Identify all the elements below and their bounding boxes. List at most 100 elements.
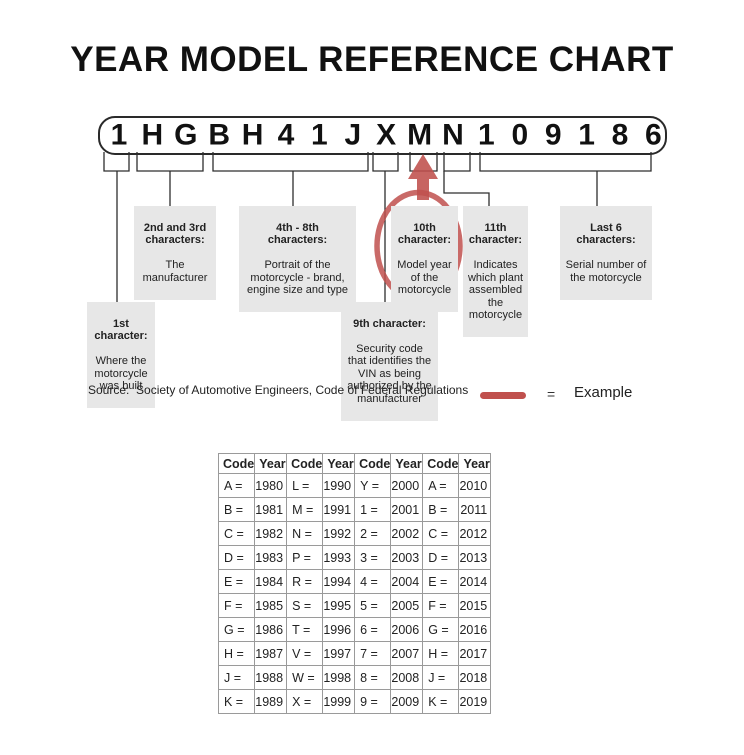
year-table-row: B = 1981 M = 1991 1 = 2001 B = 2011	[217, 497, 492, 522]
code-cell: 2 =	[354, 521, 392, 546]
year-table-body: A = 1980 L = 1990 Y = 2000 A = 2010 B = 1981 M = 19…	[217, 473, 492, 714]
year-cell: 1995	[322, 593, 356, 618]
year-table-row: G = 1986 T = 1996 6 = 2006 G = 2016	[217, 617, 492, 642]
year-cell: 2016	[458, 617, 492, 642]
year-cell: 1994	[322, 569, 356, 594]
year-cell: 1984	[254, 569, 288, 594]
vin-char: 8	[611, 117, 629, 151]
year-table-header-cell: Code	[286, 453, 324, 474]
code-cell: B =	[217, 497, 256, 522]
example-dash-icon	[480, 392, 526, 399]
year-table-row: F = 1985 S = 1995 5 = 2005 F = 2015	[217, 593, 492, 618]
callout-body: Security code that identifies the VIN as…	[347, 342, 432, 405]
code-cell: X =	[286, 689, 324, 714]
year-table-header-cell: Year	[390, 453, 424, 474]
code-cell: 4 =	[354, 569, 392, 594]
callout-body: Model year of the motorcycle	[397, 259, 452, 296]
callout-last-6: Last 6 characters: Serial number of the …	[560, 206, 652, 300]
year-cell: 1986	[254, 617, 288, 642]
year-cell: 1981	[254, 497, 288, 522]
year-table-row: E = 1984 R = 1994 4 = 2004 E = 2014	[217, 569, 492, 594]
year-cell: 1999	[322, 689, 356, 714]
code-cell: G =	[217, 617, 256, 642]
year-table-head: Code Year Code Year Code Year Code Year	[217, 453, 492, 474]
callout-heading: 9th character:	[353, 317, 426, 330]
vin-char: X	[376, 117, 397, 151]
year-cell: 1991	[322, 497, 356, 522]
callout-heading: 11th character:	[468, 221, 523, 247]
code-cell: B =	[422, 497, 460, 522]
year-cell: 1997	[322, 641, 356, 666]
callout-char-11: 11th character: Indicates which plant as…	[463, 206, 528, 337]
callout-body: The manufacturer	[142, 259, 208, 284]
year-table-row: H = 1987 V = 1997 7 = 2007 H = 2017	[217, 641, 492, 666]
year-table-header-cell: Code	[354, 453, 392, 474]
year-cell: 2007	[390, 641, 424, 666]
code-cell: G =	[422, 617, 460, 642]
vin-char: H	[141, 117, 164, 151]
year-table-header-cell: Year	[322, 453, 356, 474]
year-table-header-cell: Code	[217, 453, 256, 474]
year-cell: 1983	[254, 545, 288, 570]
callout-char-9: 9th character: Security code that identi…	[341, 302, 438, 421]
year-cell: 1985	[254, 593, 288, 618]
year-cell: 2009	[390, 689, 424, 714]
year-cell: 2019	[458, 689, 492, 714]
code-cell: 5 =	[354, 593, 392, 618]
code-cell: F =	[217, 593, 256, 618]
callout-body: Where the motorcycle was built	[94, 355, 148, 392]
code-cell: P =	[286, 545, 324, 570]
code-cell: C =	[422, 521, 460, 546]
code-cell: D =	[217, 545, 256, 570]
code-cell: E =	[422, 569, 460, 594]
code-cell: R =	[286, 569, 324, 594]
code-cell: 9 =	[354, 689, 392, 714]
code-cell: T =	[286, 617, 324, 642]
code-cell: 3 =	[354, 545, 392, 570]
code-cell: D =	[422, 545, 460, 570]
vin-char: 6	[645, 117, 662, 151]
year-cell: 2017	[458, 641, 492, 666]
vin-char: 1	[110, 117, 128, 151]
year-table-row: A = 1980 L = 1990 Y = 2000 A = 2010	[217, 473, 492, 498]
code-cell: N =	[286, 521, 324, 546]
year-table-row: D = 1983 P = 1993 3 = 2003 D = 2013	[217, 545, 492, 570]
vin-char: 4	[277, 117, 295, 151]
vin-char: J	[344, 117, 362, 151]
callout-heading: 10th character:	[397, 221, 452, 247]
year-cell: 1987	[254, 641, 288, 666]
year-cell: 1982	[254, 521, 288, 546]
year-table-header-cell: Code	[422, 453, 460, 474]
code-cell: 1 =	[354, 497, 392, 522]
code-cell: K =	[217, 689, 256, 714]
year-cell: 1989	[254, 689, 288, 714]
year-cell: 2006	[390, 617, 424, 642]
vin-char: M	[407, 117, 433, 151]
vin-char: 1	[578, 117, 595, 151]
code-cell: 6 =	[354, 617, 392, 642]
year-cell: 1988	[254, 665, 288, 690]
code-cell: H =	[217, 641, 256, 666]
vin-char: 1	[311, 117, 328, 151]
year-cell: 1990	[322, 473, 356, 498]
callout-heading: 1st character:	[94, 317, 148, 343]
year-cell: 2008	[390, 665, 424, 690]
example-arrow-icon	[408, 154, 438, 200]
year-cell: 2014	[458, 569, 492, 594]
year-cell: 2002	[390, 521, 424, 546]
code-cell: F =	[422, 593, 460, 618]
year-cell: 2001	[390, 497, 424, 522]
vin-char: 9	[544, 117, 562, 151]
code-cell: 8 =	[354, 665, 392, 690]
vin-char: H	[241, 117, 264, 151]
year-table-header-cell: Year	[254, 453, 288, 474]
code-cell: A =	[217, 473, 256, 498]
code-cell: S =	[286, 593, 324, 618]
callout-body: Indicates which plant assembled the moto…	[467, 259, 524, 321]
legend-label: Example	[574, 384, 633, 401]
code-cell: J =	[217, 665, 256, 690]
page-title: YEAR MODEL REFERENCE CHART	[70, 40, 674, 79]
year-cell: 2005	[390, 593, 424, 618]
vin-char: G	[174, 117, 198, 151]
